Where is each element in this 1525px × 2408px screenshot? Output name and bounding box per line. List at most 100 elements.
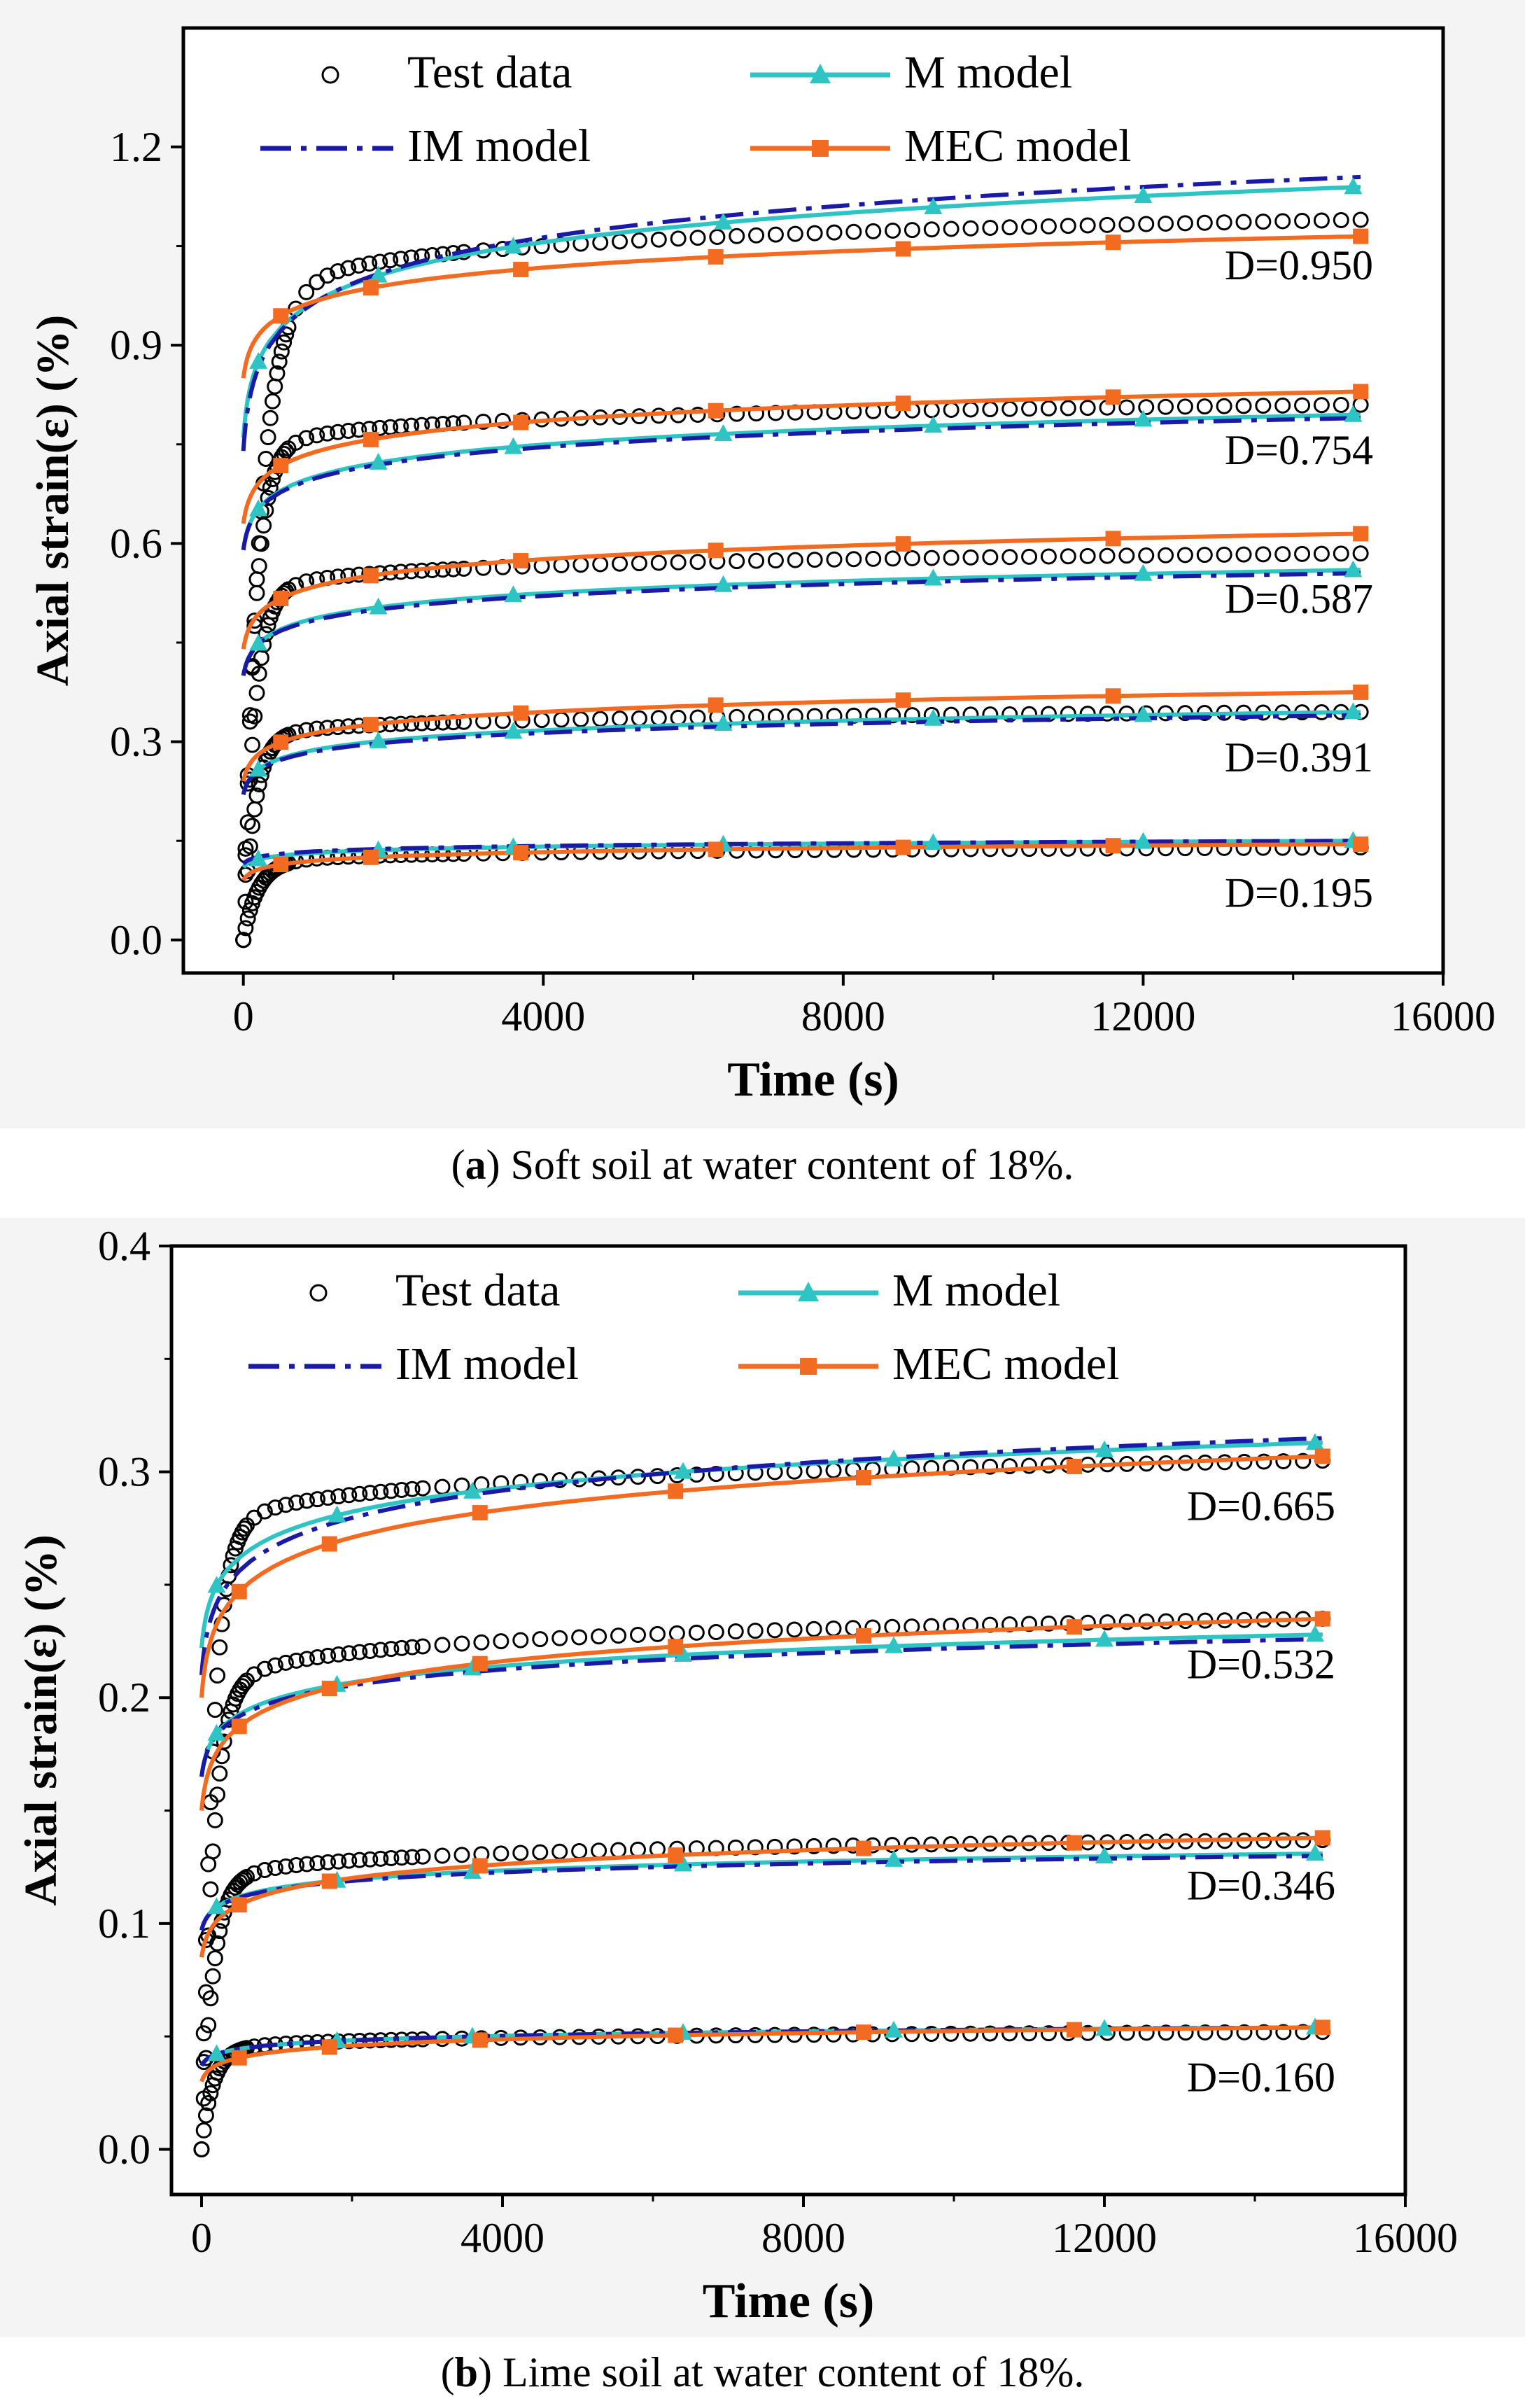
test-data-point [351,257,367,274]
y-tick-label-a: 0.6 [110,520,162,566]
m-model-marker [1306,1625,1324,1642]
test-data-point [1274,213,1291,230]
m-model-marker [207,1576,226,1593]
test-data-point [1216,398,1232,414]
test-data-point [923,221,940,238]
y-tick-label-b: 0.2 [98,1674,150,1721]
test-data-point [826,551,843,568]
test-data-point [251,558,267,575]
mec-model-marker [856,2024,871,2040]
test-data-point [277,1497,294,1513]
m-model-marker [924,833,943,850]
mec-model-marker [856,1840,871,1856]
mec-model-marker [363,849,379,865]
test-data-point [787,552,803,568]
mec-model-marker [1314,2019,1330,2036]
m-model-marker [924,568,943,586]
curve-label-a: D=0.950 [1225,242,1373,288]
mec-model-marker [513,414,529,430]
test-data-point [288,1652,304,1669]
x-axis-title-b: Time (s) [703,2274,875,2328]
test-data-point [330,568,346,585]
test-data-point [414,1480,431,1497]
test-data-point [943,220,960,237]
test-data-point [244,736,261,753]
mec-model-marker [895,536,911,552]
mec-model-marker [1067,1835,1082,1851]
test-data-point [298,284,315,300]
test-data-point [1256,2024,1272,2040]
m-model-marker [249,351,268,369]
test-data-point [267,1860,283,1877]
test-data-point [340,567,357,584]
m-model-marker [504,237,523,254]
m-model-marker [1306,1433,1324,1450]
legend-mec-marker [812,140,829,157]
test-data-point [787,225,803,242]
test-data-point [278,442,295,459]
test-data-point [1196,214,1213,231]
test-data-point [982,1458,999,1475]
test-data-point [1176,398,1193,415]
test-data-point [209,1667,226,1684]
test-data-point [1021,1457,1037,1474]
x-tick-label-b: 8000 [761,2215,845,2261]
test-data-point [904,2026,920,2043]
m-model-marker [924,416,943,433]
test-data-point [1236,2024,1253,2040]
test-data-point [1099,216,1116,233]
test-data-point [253,536,269,552]
mec-model-marker [668,1639,684,1655]
test-data-point [1255,546,1272,563]
mec-model-marker [1105,389,1121,405]
plot-frame-a [181,26,1445,975]
test-data-point [493,1845,509,1862]
mec-model-marker [856,1469,871,1485]
test-data-point [885,550,901,567]
mec-model-marker [363,568,379,584]
test-data-point [414,715,430,732]
m-model-marker [1134,564,1153,581]
test-data-point [434,1847,451,1864]
test-data-point [237,920,254,937]
y-axis-title-b: Axial strain(ε) (%) [15,1534,66,1905]
legend-im-label: IM model [407,120,591,172]
im-model-line [241,571,1361,676]
test-data-point [206,1812,223,1828]
x-tick-label-a: 16000 [1391,993,1496,1040]
test-data-point [351,1644,368,1660]
test-data-point [200,2095,217,2112]
test-data-point [1099,1614,1116,1631]
test-data-point [211,1639,228,1656]
legend-m-label: M model [904,47,1072,98]
test-data-point [1079,217,1096,234]
test-data-point [845,707,862,724]
mec-model-marker [321,1681,337,1697]
test-data-point [1118,1614,1135,1630]
mec-model-marker [273,308,289,324]
mec-model-marker [321,1536,337,1552]
test-data-point [239,1868,255,1885]
m-model-marker [1095,1846,1113,1863]
test-data-point [202,2085,219,2101]
mec-model-marker [856,1628,871,1644]
test-data-point [271,354,288,370]
legend-test-label: Test data [407,47,572,98]
test-data-point [631,555,647,572]
test-data-point [372,1850,389,1867]
m-model-marker [369,597,388,615]
test-data-point [341,1487,358,1504]
test-data-point [277,1858,294,1875]
mec-model-marker [273,590,289,606]
test-data-point [473,1634,490,1651]
test-data-point [1196,547,1213,564]
test-data-point [1177,2024,1194,2041]
test-data-point [571,1629,588,1646]
test-data-point [309,427,325,444]
test-data-point [383,1483,400,1499]
test-data-point [1060,400,1076,416]
test-data-point [320,1490,337,1506]
test-data-point [361,255,378,272]
test-data-point [351,421,367,438]
test-data-point [288,434,304,451]
